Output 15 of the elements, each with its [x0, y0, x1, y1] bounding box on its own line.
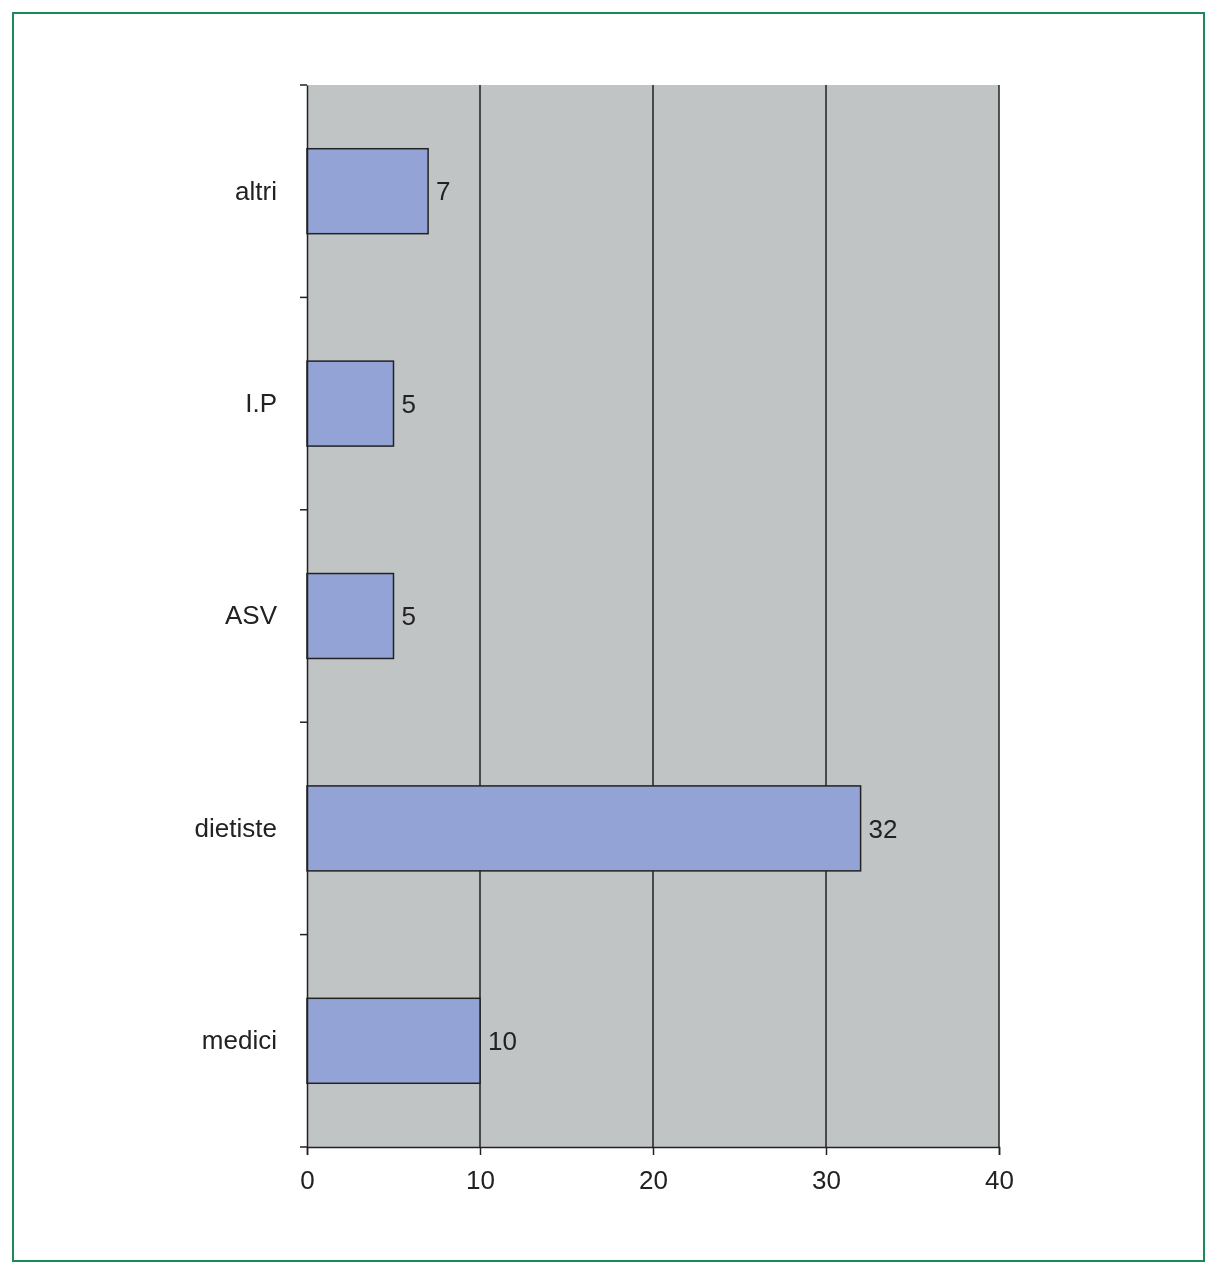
data-label: 32	[868, 813, 898, 844]
x-tick-label: 30	[812, 1165, 841, 1196]
y-tick-label: ASV	[224, 600, 278, 631]
data-label: 5	[401, 601, 416, 632]
x-tick-label: 10	[466, 1165, 495, 1196]
y-tick-label: dietiste	[194, 812, 277, 843]
y-tick-label: I.P	[245, 387, 277, 418]
data-label: 5	[401, 388, 416, 419]
y-tick-label: altri	[235, 175, 277, 206]
y-tick-label: medici	[201, 1025, 277, 1056]
data-label: 7	[436, 176, 451, 207]
x-tick-label: 0	[300, 1165, 315, 1196]
x-tick-label: 40	[985, 1165, 1014, 1196]
data-label: 10	[488, 1025, 517, 1056]
x-tick-label: 20	[639, 1165, 668, 1196]
